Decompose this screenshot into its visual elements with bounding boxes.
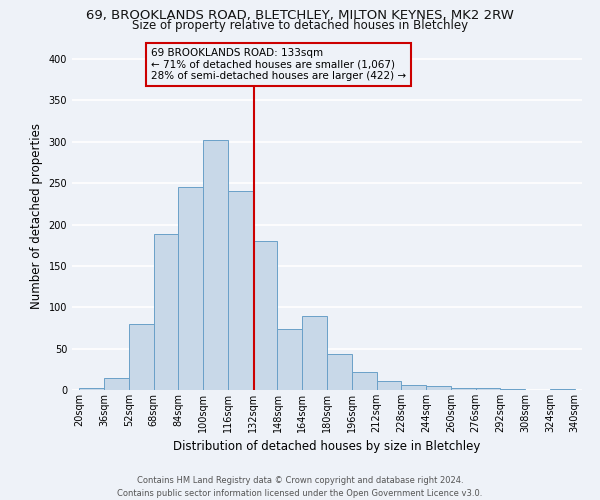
Bar <box>550 389 575 390</box>
Bar <box>228 192 253 390</box>
Bar <box>500 389 525 390</box>
Y-axis label: Number of detached properties: Number of detached properties <box>30 123 43 309</box>
Bar <box>129 324 154 390</box>
Text: 69 BROOKLANDS ROAD: 133sqm
← 71% of detached houses are smaller (1,067)
28% of s: 69 BROOKLANDS ROAD: 133sqm ← 71% of deta… <box>151 48 406 81</box>
Bar <box>377 381 401 390</box>
Text: 69, BROOKLANDS ROAD, BLETCHLEY, MILTON KEYNES, MK2 2RW: 69, BROOKLANDS ROAD, BLETCHLEY, MILTON K… <box>86 9 514 22</box>
Bar <box>476 388 500 390</box>
Bar <box>451 388 476 390</box>
Bar <box>178 188 203 390</box>
X-axis label: Distribution of detached houses by size in Bletchley: Distribution of detached houses by size … <box>173 440 481 454</box>
Text: Size of property relative to detached houses in Bletchley: Size of property relative to detached ho… <box>132 19 468 32</box>
Bar <box>401 385 426 390</box>
Bar <box>104 378 129 390</box>
Bar <box>79 388 104 390</box>
Bar <box>253 241 277 390</box>
Bar <box>302 316 327 390</box>
Bar <box>426 386 451 390</box>
Bar <box>277 329 302 390</box>
Bar <box>352 372 377 390</box>
Bar <box>327 354 352 390</box>
Text: Contains HM Land Registry data © Crown copyright and database right 2024.
Contai: Contains HM Land Registry data © Crown c… <box>118 476 482 498</box>
Bar <box>203 140 228 390</box>
Bar <box>154 234 178 390</box>
